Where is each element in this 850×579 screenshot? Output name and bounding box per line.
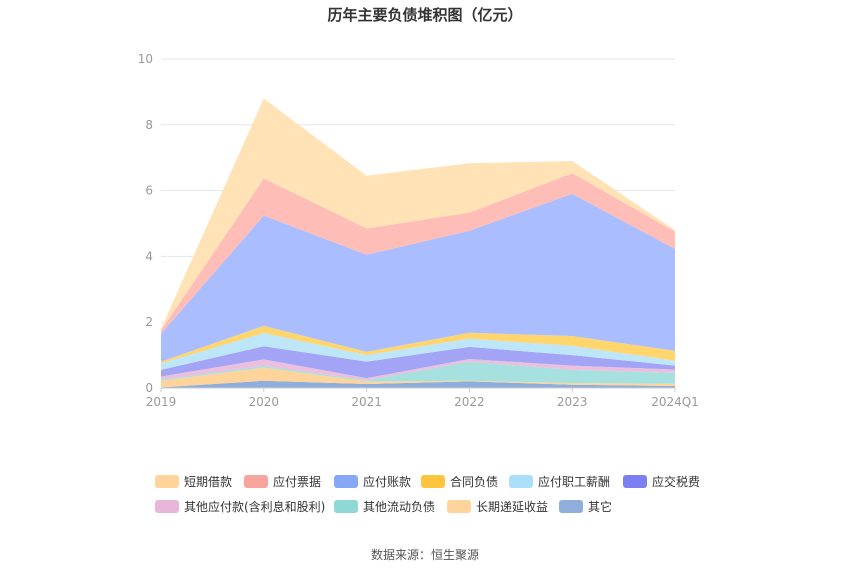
- area-series-应交税费: [161, 346, 675, 379]
- legend-item-其它[interactable]: 其它: [559, 499, 612, 514]
- legend-swatch: [244, 475, 268, 488]
- legend-item-应付职工薪酬[interactable]: 应付职工薪酬: [509, 474, 610, 489]
- area-series-其他流动负债: [161, 361, 675, 384]
- y-tick-label: 4: [145, 249, 153, 263]
- legend-swatch: [623, 475, 647, 488]
- y-tick-label: 8: [145, 118, 153, 132]
- legend-item-长期递延收益[interactable]: 长期递延收益: [447, 500, 548, 514]
- x-tick-label: 2020: [249, 395, 280, 409]
- legend-swatch: [155, 500, 179, 513]
- legend-swatch: [447, 500, 471, 513]
- area-series-合同负债: [161, 325, 675, 364]
- y-tick-label: 10: [138, 52, 153, 66]
- legend-item-应付票据[interactable]: 应付票据: [244, 474, 321, 489]
- legend-item-其他流动负债[interactable]: 其他流动负债: [334, 500, 435, 514]
- y-tick-label: 2: [145, 315, 153, 329]
- area-series-应付票据: [161, 173, 675, 334]
- x-tick-label: 2022: [454, 395, 485, 409]
- legend-swatch: [334, 500, 358, 513]
- legend-swatch: [509, 475, 533, 488]
- legend-label: 应付票据: [273, 474, 321, 489]
- source-note: 数据来源：恒生聚源: [371, 547, 479, 562]
- area-series-长期递延收益: [161, 367, 675, 388]
- legend-label: 长期递延收益: [476, 500, 548, 514]
- legend-item-短期借款[interactable]: 短期借款: [155, 475, 232, 489]
- area-series-应付职工薪酬: [161, 333, 675, 370]
- legend-swatch: [155, 475, 179, 488]
- legend-label: 其他应付款(含利息和股利): [184, 499, 325, 514]
- legend-swatch: [559, 500, 583, 513]
- legend-label: 其他流动负债: [363, 500, 435, 514]
- legend-swatch: [421, 475, 445, 488]
- x-tick-label: 2024Q1: [651, 395, 699, 409]
- y-tick-label: 0: [145, 381, 153, 395]
- area-series-应付账款: [161, 193, 675, 362]
- legend-item-合同负债[interactable]: 合同负债: [421, 474, 498, 489]
- legend-item-应交税费[interactable]: 应交税费: [623, 474, 700, 489]
- legend-label: 短期借款: [184, 475, 232, 489]
- x-tick-label: 2021: [351, 395, 382, 409]
- legend-label: 应交税费: [652, 474, 700, 489]
- x-tick-label: 2019: [146, 395, 177, 409]
- area-layer: [161, 98, 675, 388]
- axis-layer: 2019 2020 2021 2022 2023 2024Q1: [146, 387, 699, 409]
- area-series-其他应付款(含利息和股利): [161, 359, 675, 381]
- legend-item-应付账款[interactable]: 应付账款: [334, 474, 411, 489]
- legend-label: 其它: [588, 499, 612, 514]
- area-series-其它: [161, 380, 675, 388]
- legend-label: 合同负债: [450, 474, 498, 489]
- legend-swatch: [334, 475, 358, 488]
- legend-item-其他应付款(含利息和股利)[interactable]: 其他应付款(含利息和股利): [155, 499, 325, 514]
- legend-label: 应付职工薪酬: [538, 474, 610, 489]
- y-tick-label: 6: [145, 184, 153, 198]
- legend-label: 应付账款: [363, 474, 411, 489]
- chart-title: 历年主要负债堆积图（亿元）: [327, 6, 522, 24]
- area-series-短期借款: [161, 98, 675, 331]
- x-tick-label: 2023: [557, 395, 588, 409]
